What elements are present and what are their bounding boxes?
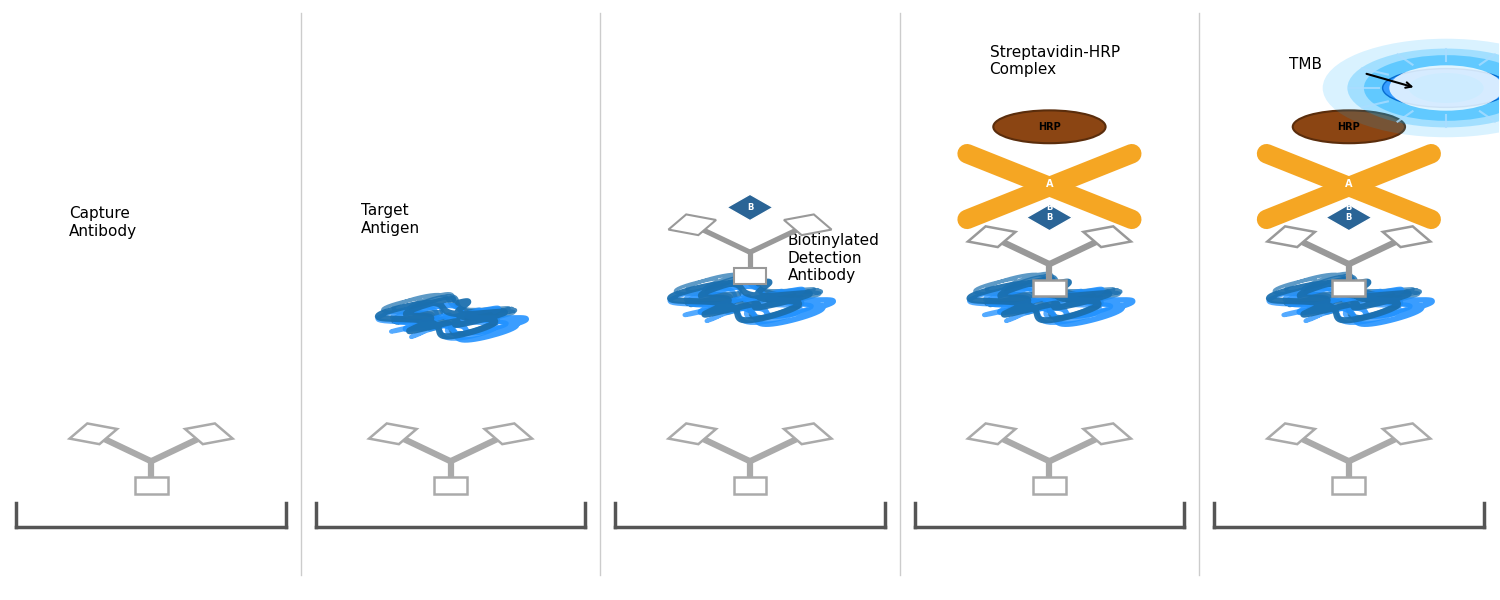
Text: Biotinylated
Detection
Antibody: Biotinylated Detection Antibody [788, 233, 879, 283]
Text: B: B [1047, 203, 1053, 212]
Polygon shape [968, 424, 1016, 444]
Polygon shape [1268, 424, 1316, 444]
Text: B: B [1346, 203, 1352, 212]
Text: Capture
Antibody: Capture Antibody [69, 206, 136, 239]
Text: TMB: TMB [1288, 56, 1322, 71]
Polygon shape [1034, 477, 1066, 493]
Polygon shape [728, 194, 772, 221]
Text: HRP: HRP [1038, 122, 1060, 132]
Text: B: B [747, 203, 753, 212]
Polygon shape [1083, 226, 1131, 247]
Polygon shape [669, 214, 716, 235]
Polygon shape [1332, 280, 1365, 296]
Text: Target
Antigen: Target Antigen [360, 203, 420, 236]
Polygon shape [784, 214, 831, 235]
Polygon shape [1383, 424, 1431, 444]
Circle shape [1364, 55, 1500, 121]
Ellipse shape [993, 110, 1106, 143]
Polygon shape [1268, 226, 1316, 247]
Polygon shape [1383, 226, 1431, 247]
Text: B: B [1047, 213, 1053, 222]
Text: A: A [1046, 179, 1053, 188]
Polygon shape [135, 477, 168, 493]
Polygon shape [1026, 205, 1072, 231]
Polygon shape [784, 424, 831, 444]
Polygon shape [484, 424, 532, 444]
Ellipse shape [1293, 110, 1406, 143]
Circle shape [1323, 39, 1500, 137]
Polygon shape [669, 424, 716, 444]
Polygon shape [734, 268, 766, 284]
Text: HRP: HRP [1338, 122, 1360, 132]
Polygon shape [734, 477, 766, 493]
Polygon shape [69, 424, 117, 444]
Polygon shape [433, 477, 466, 493]
Ellipse shape [1383, 68, 1500, 107]
Polygon shape [1034, 280, 1066, 296]
Polygon shape [184, 424, 232, 444]
Polygon shape [1083, 424, 1131, 444]
Circle shape [1408, 73, 1484, 103]
Text: Streptavidin-HRP
Complex: Streptavidin-HRP Complex [990, 45, 1119, 77]
Polygon shape [1326, 205, 1372, 231]
Polygon shape [968, 226, 1016, 247]
Text: A: A [1346, 179, 1353, 188]
Circle shape [1347, 49, 1500, 127]
Polygon shape [369, 424, 417, 444]
Polygon shape [1332, 477, 1365, 493]
Circle shape [1389, 65, 1500, 110]
Text: B: B [1346, 213, 1352, 222]
